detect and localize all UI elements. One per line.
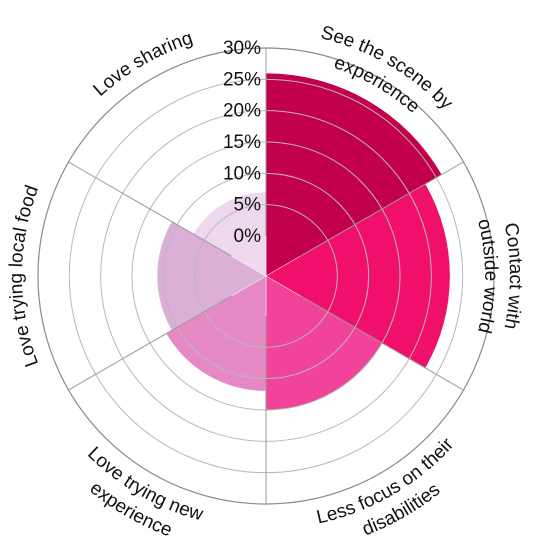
tick-label: 15%	[223, 132, 261, 153]
tick-label: 30%	[223, 38, 261, 59]
category-label-1: Contact with	[500, 221, 527, 331]
grid-layer	[37, 47, 495, 505]
slice-3	[165, 275, 267, 392]
tick-label: 25%	[223, 69, 261, 90]
grid-spoke-1	[300, 161, 464, 257]
tick-labels-layer: 0% 5% 10% 15% 20% 25% 30%	[223, 38, 261, 247]
category-label-1: outside world	[473, 217, 501, 335]
tick-label: 20%	[223, 101, 261, 122]
tick-label: 5%	[234, 195, 262, 216]
grid-spoke-4	[68, 295, 232, 391]
grid-spoke-5	[68, 161, 232, 257]
category-label-5: Love sharing	[90, 28, 196, 101]
slices-layer	[156, 72, 451, 411]
tick-label: 0%	[234, 226, 262, 247]
tick-label: 10%	[223, 163, 261, 184]
slice-4	[156, 221, 267, 331]
slice-5	[193, 191, 267, 277]
slice-1	[265, 183, 451, 369]
grid-spoke-2	[300, 295, 464, 391]
